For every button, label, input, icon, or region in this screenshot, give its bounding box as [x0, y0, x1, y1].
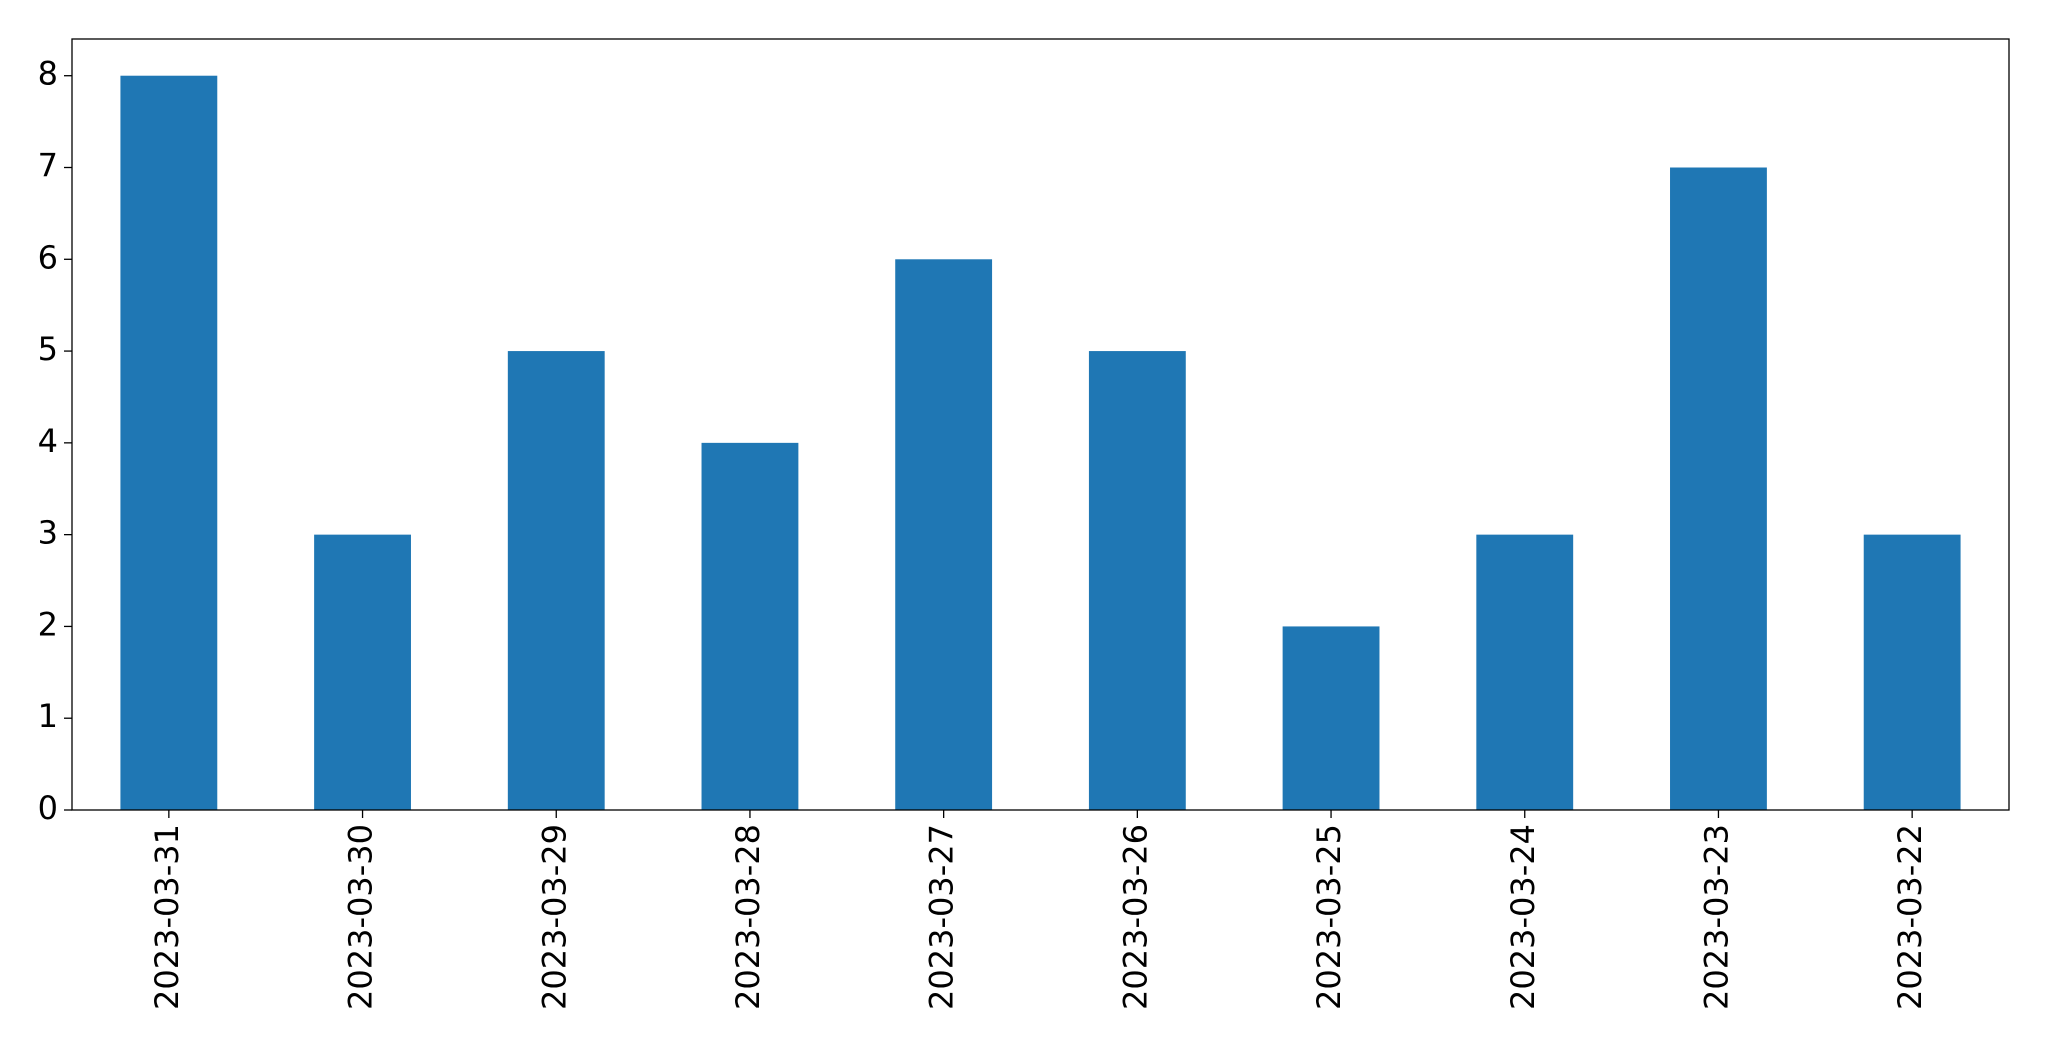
bar	[314, 534, 411, 810]
bar	[701, 442, 799, 810]
bar	[895, 259, 993, 810]
bar	[1476, 534, 1574, 810]
x-tick-label: 2023-03-22	[1891, 824, 1929, 1010]
x-tick-label: 2023-03-30	[342, 824, 380, 1010]
x-tick-label: 2023-03-23	[1697, 824, 1735, 1010]
bar	[1088, 351, 1186, 810]
bar	[1670, 167, 1767, 810]
bar	[1863, 534, 1961, 810]
y-tick-label: 7	[38, 147, 58, 185]
x-tick-label: 2023-03-25	[1310, 824, 1348, 1010]
x-tick-label: 2023-03-24	[1504, 824, 1542, 1010]
y-tick-label: 6	[38, 238, 58, 276]
bar	[120, 75, 218, 810]
bar	[1282, 626, 1380, 810]
y-tick-label: 4	[38, 422, 58, 460]
x-tick-label: 2023-03-26	[1116, 824, 1154, 1010]
plot-frame	[71, 38, 2010, 811]
y-tick-label: 5	[38, 330, 58, 368]
y-tick-label: 3	[38, 514, 58, 552]
bar	[507, 351, 605, 810]
x-tick-label: 2023-03-29	[535, 824, 573, 1010]
y-tick-label: 0	[38, 789, 58, 827]
x-tick-label: 2023-03-28	[729, 824, 767, 1010]
y-tick-label: 8	[38, 55, 58, 93]
y-tick-label: 1	[38, 697, 58, 735]
x-tick-label: 2023-03-27	[923, 824, 961, 1010]
x-tick-label: 2023-03-31	[148, 824, 186, 1010]
y-tick-label: 2	[38, 605, 58, 643]
